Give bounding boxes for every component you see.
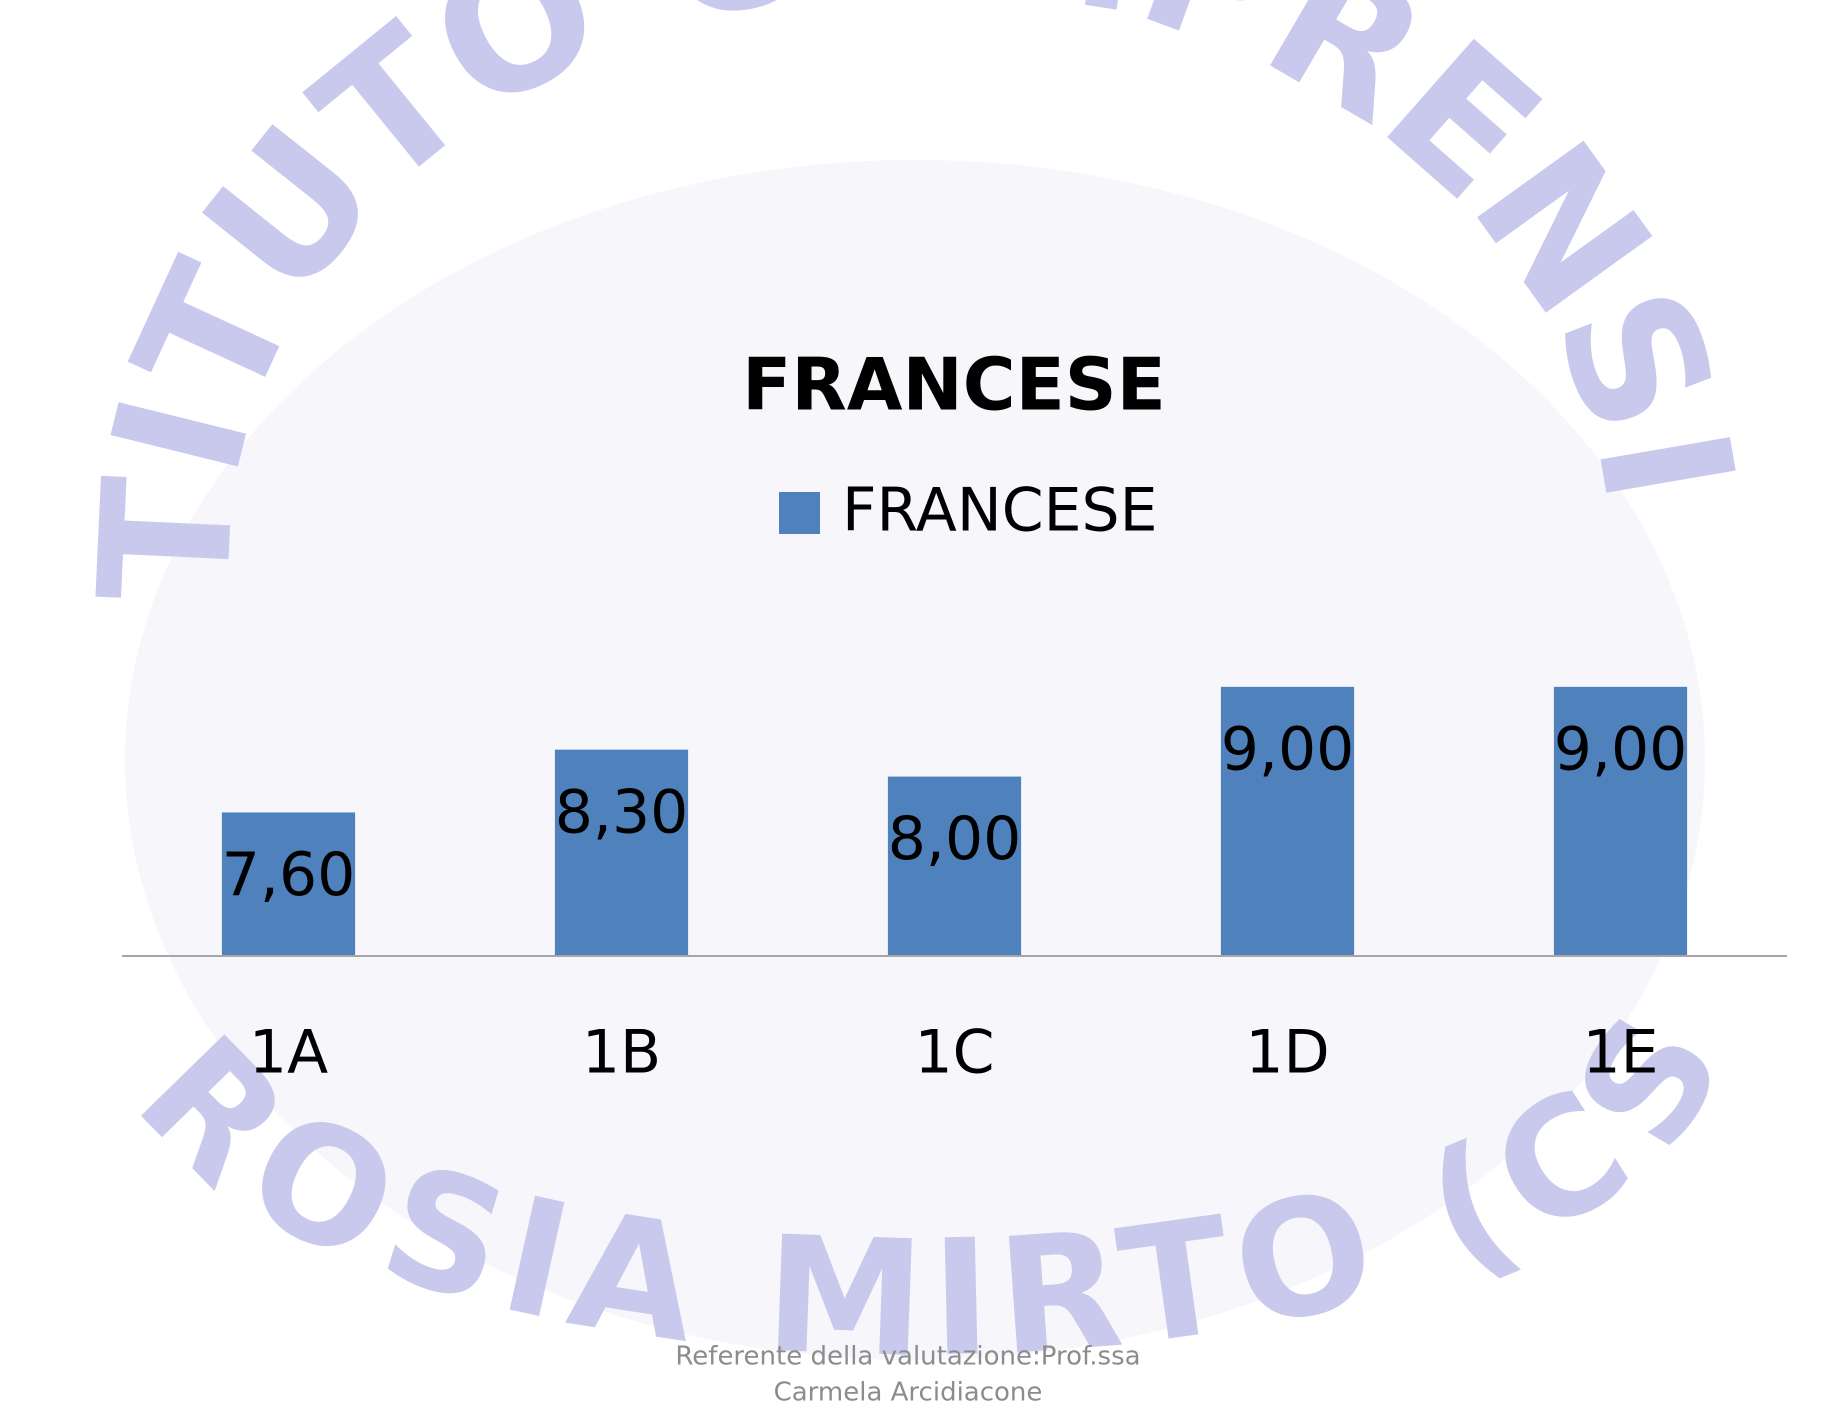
bar (1553, 686, 1688, 956)
bar (887, 776, 1022, 956)
footer-line: Referente della valutazione:Prof.ssa (675, 1342, 1140, 1372)
x-tick-label: 1E (1582, 1018, 1658, 1088)
x-tick-label: 1C (914, 1018, 994, 1088)
data-label: 7,60 (222, 840, 356, 910)
data-label: 8,30 (555, 777, 689, 847)
data-label: 8,00 (888, 804, 1022, 874)
footer-line: Carmela Arcidiacone (774, 1378, 1043, 1408)
x-tick-label: 1A (249, 1018, 328, 1088)
bar (554, 749, 689, 956)
x-tick-label: 1D (1245, 1018, 1329, 1088)
x-tick-label: 1B (582, 1018, 661, 1088)
legend-label: FRANCESE (842, 476, 1158, 546)
data-label: 9,00 (1554, 714, 1688, 784)
data-label: 9,00 (1221, 714, 1355, 784)
chart-title: FRANCESE (742, 343, 1166, 427)
bar (221, 812, 356, 956)
watermark-ellipse (125, 160, 1705, 1360)
legend-swatch (779, 492, 820, 534)
bar (1220, 686, 1355, 956)
